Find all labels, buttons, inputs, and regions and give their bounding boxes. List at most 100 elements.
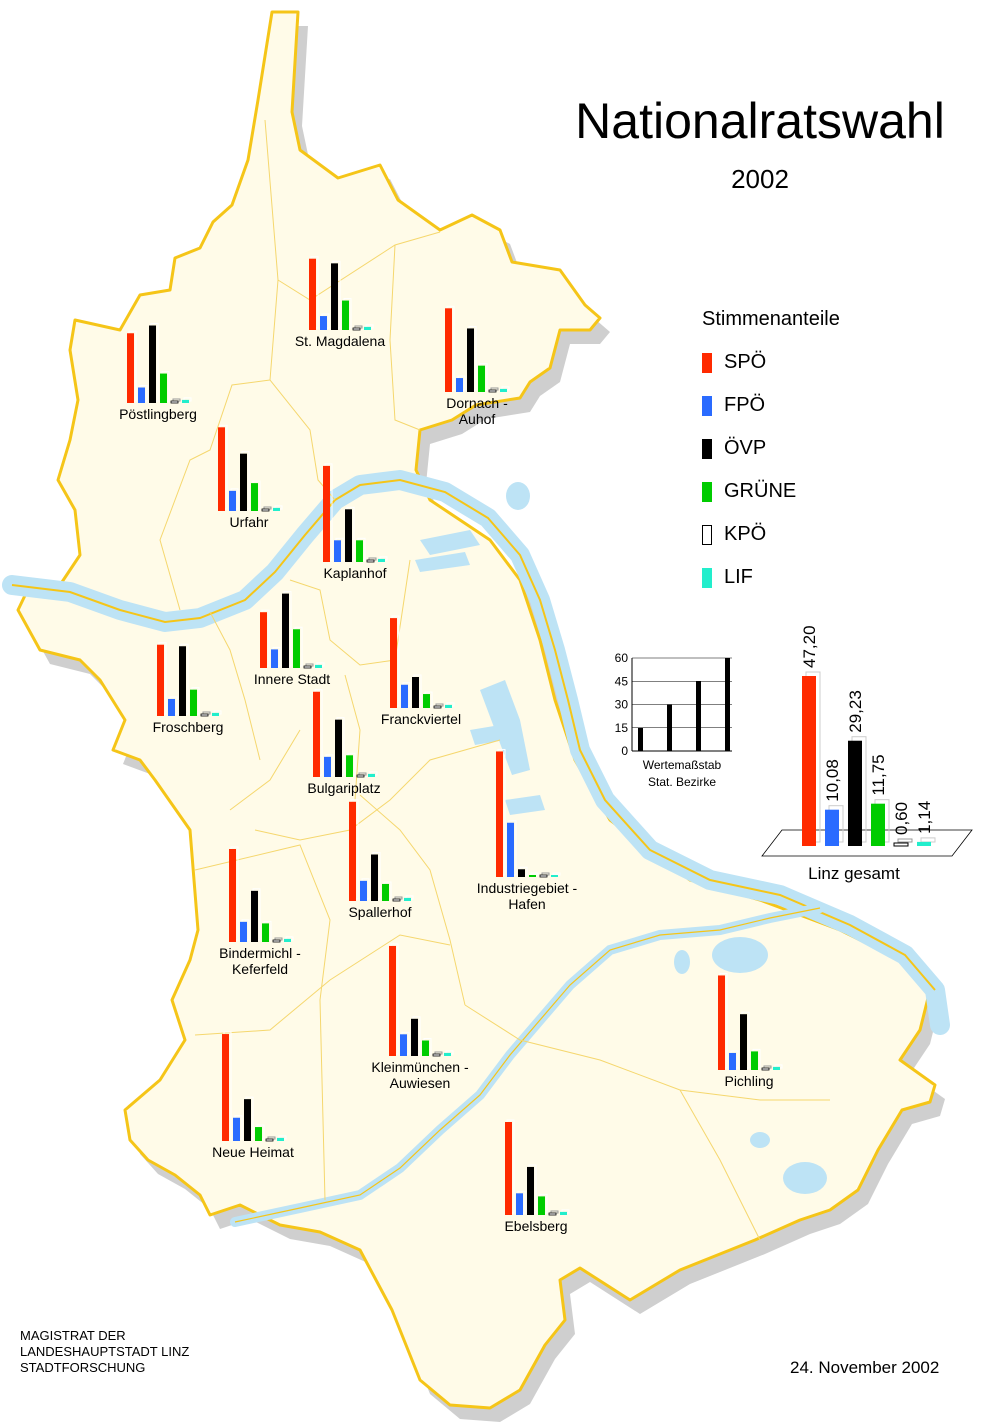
district-bar-gruene [251, 483, 258, 511]
legend-item-oevp: ÖVP [702, 427, 840, 470]
district-bar-lif [560, 1211, 567, 1215]
district-bar-gruene [422, 1040, 429, 1056]
district-bar-oevp [411, 1018, 418, 1056]
total-value-label-fpoe: 10,08 [823, 759, 842, 802]
district-bar-gruene [293, 629, 300, 668]
scale-label-line2: Stat. Bezirke [648, 775, 716, 789]
total-value-label-oevp: 29,23 [846, 690, 865, 733]
district-chart-ebelsberg: Ebelsberg [504, 1119, 570, 1234]
legend-item-spoe: SPÖ [702, 341, 840, 384]
district-bar-lif [277, 1137, 284, 1141]
district-chart-pichling: Pichling [718, 972, 783, 1089]
map-year: 2002 [731, 164, 789, 194]
footer-organization: MAGISTRAT DER LANDESHAUPTSTADT LINZ STAD… [20, 1328, 189, 1376]
scale-bar [667, 704, 672, 751]
district-bar-gruene [423, 694, 430, 708]
district-bar-fpoe [168, 698, 175, 716]
district-bar-kpoe [170, 400, 179, 404]
district-bar-kpoe [303, 665, 312, 669]
total-bar-lif [917, 841, 931, 846]
district-bar-oevp [251, 890, 258, 942]
district-bar-oevp [345, 509, 352, 562]
district-borders [159, 119, 830, 1241]
total-chart-label: Linz gesamt [808, 864, 900, 883]
district-bar-oevp [740, 1014, 747, 1070]
district-bar-fpoe [507, 822, 514, 877]
district-bar-gruene [255, 1127, 262, 1141]
legend-swatch-kpoe [702, 524, 712, 545]
district-label: Pichling [724, 1073, 773, 1089]
district-label: Bulgariplatz [307, 780, 380, 796]
district-label: Kaplanhof [323, 565, 386, 581]
scale-tick-label: 15 [615, 721, 629, 735]
footer-org-line2: LANDESHAUPTSTADT LINZ [20, 1344, 190, 1359]
footer-date: 24. November 2002 [790, 1358, 940, 1377]
district-bar-oevp [412, 677, 419, 708]
legend-item-fpoe: FPÖ [702, 384, 840, 427]
district-bar-lif [378, 558, 385, 562]
district-bar-spoe [390, 618, 397, 708]
district-bar-kpoe [261, 508, 270, 512]
district-bar-kpoe [548, 1212, 557, 1216]
total-bar-spoe [802, 676, 816, 846]
district-bar-oevp [331, 263, 338, 330]
district-label: Neue Heimat [212, 1144, 294, 1160]
district-label: Franckviertel [381, 711, 461, 727]
district-bar-fpoe [324, 756, 331, 777]
district-chart-kaplanhof: Kaplanhof [323, 463, 388, 581]
district-bar-spoe [218, 427, 225, 511]
district-bar-spoe [309, 258, 316, 330]
legend-swatch-lif [702, 567, 712, 588]
district-bar-kpoe [432, 1053, 441, 1057]
district-bar-oevp [149, 325, 156, 403]
district-bar-kpoe [392, 898, 401, 902]
total-bar-gruene [871, 803, 885, 846]
district-bar-gruene [190, 689, 197, 716]
total-chart: 47,20 10,08 29,23 11,750,60 1,14 Linz gesamt [761, 625, 973, 883]
district-bar-fpoe [360, 880, 367, 901]
district-chart-bindermichl-keferfeld: Bindermichl -Keferfeld [219, 846, 301, 977]
district-bar-kpoe [539, 874, 548, 878]
district-bar-gruene [538, 1196, 545, 1215]
district-label: Bindermichl - [219, 945, 301, 961]
district-bar-fpoe [233, 1117, 240, 1141]
district-chart-franckviertel: Franckviertel [381, 615, 461, 727]
legend: Stimmenanteile SPÖ FPÖ ÖVP GRÜNE KPÖ LIF [702, 308, 840, 599]
legend-label-gruene: GRÜNE [724, 480, 797, 502]
district-bar-oevp [371, 854, 378, 901]
district-bar-lif [773, 1066, 780, 1070]
district-bar-fpoe [516, 1193, 523, 1215]
district-bar-fpoe [240, 921, 247, 942]
district-bar-oevp [335, 719, 342, 777]
district-bar-spoe [496, 751, 503, 877]
district-label: Kleinmünchen - [371, 1059, 469, 1075]
district-bar-kpoe [352, 327, 361, 331]
scale-tick-label: 30 [615, 698, 629, 712]
district-label: Auhof [459, 411, 496, 427]
district-bar-lif [364, 326, 371, 330]
district-label: Keferfeld [232, 961, 288, 977]
district-bar-lif [182, 399, 189, 403]
district-label: St. Magdalena [295, 333, 385, 349]
district-bar-kpoe [265, 1138, 274, 1142]
district-chart-p-stlingberg: Pöstlingberg [119, 323, 197, 422]
district-bar-gruene [160, 373, 167, 403]
total-value-label-kpoe: 0,60 [892, 802, 911, 835]
scale-tick-label: 60 [615, 651, 629, 665]
district-bar-gruene [346, 755, 353, 777]
district-bar-lif [284, 938, 291, 942]
district-bar-lif [273, 507, 280, 511]
total-bar-kpoe [893, 842, 909, 847]
district-bar-oevp [467, 328, 474, 392]
district-bar-gruene [478, 365, 485, 392]
district-bar-fpoe [271, 649, 278, 668]
district-bar-gruene [529, 875, 536, 877]
district-label: Industriegebiet - [477, 880, 578, 896]
district-chart-froschberg: Froschberg [153, 642, 223, 735]
district-bar-gruene [382, 883, 389, 901]
legend-item-gruene: GRÜNE [702, 470, 840, 513]
district-bar-spoe [222, 1034, 229, 1141]
district-bar-gruene [356, 540, 363, 562]
district-label: Auwiesen [390, 1075, 451, 1091]
district-chart-industriegebiet-hafen: Industriegebiet -Hafen [477, 748, 578, 912]
